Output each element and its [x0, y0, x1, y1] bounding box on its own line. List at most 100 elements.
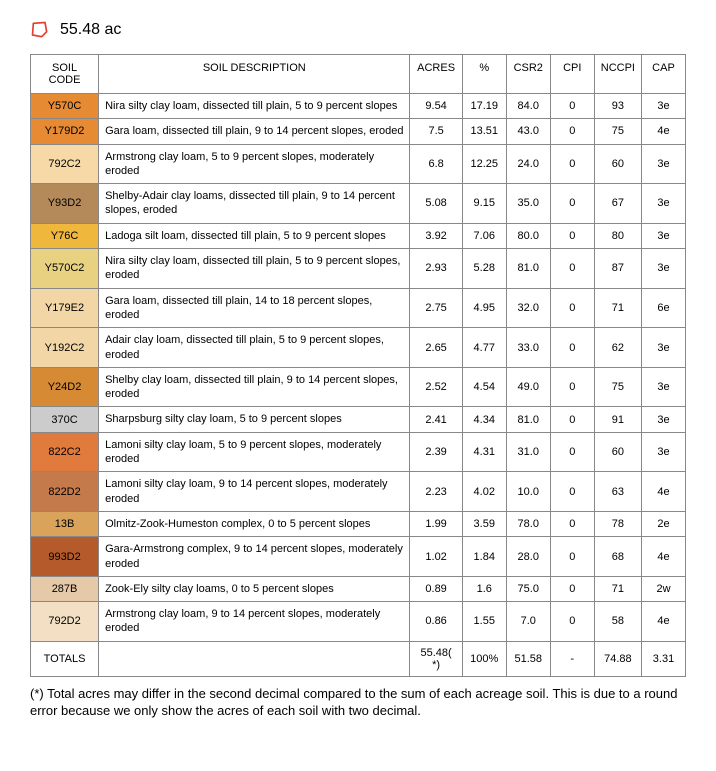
- cap-cell: 4e: [641, 472, 685, 512]
- acres-cell: 2.23: [410, 472, 462, 512]
- cpi-cell: 0: [550, 223, 594, 248]
- soil-code-cell: 13B: [31, 511, 99, 536]
- acres-cell: 2.93: [410, 249, 462, 289]
- nccpi-cell: 58: [594, 602, 641, 642]
- soil-code-cell: 993D2: [31, 537, 99, 577]
- soil-desc-cell: Shelby clay loam, dissected till plain, …: [99, 367, 410, 407]
- acres-cell: 2.39: [410, 432, 462, 472]
- cpi-cell: 0: [550, 288, 594, 328]
- csr2-cell: 24.0: [506, 144, 550, 184]
- csr2-cell: 33.0: [506, 328, 550, 368]
- pct-cell: 1.6: [462, 576, 506, 601]
- col-cpi: CPI: [550, 55, 594, 94]
- totals-pct: 100%: [462, 641, 506, 676]
- pct-cell: 17.19: [462, 94, 506, 119]
- soil-code-cell: 792C2: [31, 144, 99, 184]
- cpi-cell: 0: [550, 249, 594, 289]
- nccpi-cell: 75: [594, 367, 641, 407]
- table-row: 993D2Gara-Armstrong complex, 9 to 14 per…: [31, 537, 686, 577]
- table-row: Y570CNira silty clay loam, dissected til…: [31, 94, 686, 119]
- cpi-cell: 0: [550, 511, 594, 536]
- cpi-cell: 0: [550, 602, 594, 642]
- pct-cell: 9.15: [462, 184, 506, 224]
- acres-cell: 0.89: [410, 576, 462, 601]
- soil-desc-cell: Gara loam, dissected till plain, 14 to 1…: [99, 288, 410, 328]
- col-nccpi: NCCPI: [594, 55, 641, 94]
- acres-cell: 0.86: [410, 602, 462, 642]
- acres-cell: 3.92: [410, 223, 462, 248]
- cap-cell: 3e: [641, 94, 685, 119]
- csr2-cell: 31.0: [506, 432, 550, 472]
- soil-code-cell: Y76C: [31, 223, 99, 248]
- soil-desc-cell: Nira silty clay loam, dissected till pla…: [99, 94, 410, 119]
- col-csr2: CSR2: [506, 55, 550, 94]
- csr2-cell: 80.0: [506, 223, 550, 248]
- acres-cell: 2.52: [410, 367, 462, 407]
- cap-cell: 3e: [641, 144, 685, 184]
- table-row: Y76CLadoga silt loam, dissected till pla…: [31, 223, 686, 248]
- soil-code-cell: 822D2: [31, 472, 99, 512]
- pct-cell: 12.25: [462, 144, 506, 184]
- pct-cell: 4.54: [462, 367, 506, 407]
- pct-cell: 13.51: [462, 119, 506, 144]
- cap-cell: 4e: [641, 119, 685, 144]
- pct-cell: 7.06: [462, 223, 506, 248]
- soil-code-cell: Y24D2: [31, 367, 99, 407]
- soil-desc-cell: Gara-Armstrong complex, 9 to 14 percent …: [99, 537, 410, 577]
- soil-desc-cell: Ladoga silt loam, dissected till plain, …: [99, 223, 410, 248]
- acres-cell: 2.75: [410, 288, 462, 328]
- acres-cell: 7.5: [410, 119, 462, 144]
- nccpi-cell: 67: [594, 184, 641, 224]
- soil-desc-cell: Adair clay loam, dissected till plain, 5…: [99, 328, 410, 368]
- acreage-title: 55.48 ac: [60, 21, 121, 39]
- pct-cell: 4.34: [462, 407, 506, 432]
- soil-table: SOIL CODE SOIL DESCRIPTION ACRES % CSR2 …: [30, 54, 686, 677]
- csr2-cell: 84.0: [506, 94, 550, 119]
- col-acres: ACRES: [410, 55, 462, 94]
- soil-code-cell: Y570C: [31, 94, 99, 119]
- totals-desc: [99, 641, 410, 676]
- nccpi-cell: 75: [594, 119, 641, 144]
- col-pct: %: [462, 55, 506, 94]
- soil-code-cell: Y93D2: [31, 184, 99, 224]
- csr2-cell: 78.0: [506, 511, 550, 536]
- cpi-cell: 0: [550, 184, 594, 224]
- soil-desc-cell: Zook-Ely silty clay loams, 0 to 5 percen…: [99, 576, 410, 601]
- cap-cell: 3e: [641, 328, 685, 368]
- nccpi-cell: 60: [594, 432, 641, 472]
- cpi-cell: 0: [550, 119, 594, 144]
- csr2-cell: 7.0: [506, 602, 550, 642]
- csr2-cell: 81.0: [506, 407, 550, 432]
- cpi-cell: 0: [550, 472, 594, 512]
- table-row: Y192C2Adair clay loam, dissected till pl…: [31, 328, 686, 368]
- cpi-cell: 0: [550, 537, 594, 577]
- cpi-cell: 0: [550, 144, 594, 184]
- pct-cell: 3.59: [462, 511, 506, 536]
- nccpi-cell: 78: [594, 511, 641, 536]
- acres-cell: 1.02: [410, 537, 462, 577]
- acres-cell: 5.08: [410, 184, 462, 224]
- totals-cpi: -: [550, 641, 594, 676]
- acres-cell: 6.8: [410, 144, 462, 184]
- col-soil-desc: SOIL DESCRIPTION: [99, 55, 410, 94]
- soil-code-cell: Y192C2: [31, 328, 99, 368]
- soil-desc-cell: Lamoni silty clay loam, 5 to 9 percent s…: [99, 432, 410, 472]
- cap-cell: 6e: [641, 288, 685, 328]
- pct-cell: 4.31: [462, 432, 506, 472]
- nccpi-cell: 71: [594, 288, 641, 328]
- pct-cell: 4.02: [462, 472, 506, 512]
- pct-cell: 1.84: [462, 537, 506, 577]
- field-boundary-icon: [30, 20, 50, 40]
- cap-cell: 4e: [641, 537, 685, 577]
- csr2-cell: 43.0: [506, 119, 550, 144]
- table-row: Y570C2Nira silty clay loam, dissected ti…: [31, 249, 686, 289]
- col-soil-code: SOIL CODE: [31, 55, 99, 94]
- soil-code-cell: 287B: [31, 576, 99, 601]
- table-row: Y179D2Gara loam, dissected till plain, 9…: [31, 119, 686, 144]
- table-row: 792D2Armstrong clay loam, 9 to 14 percen…: [31, 602, 686, 642]
- totals-acres: 55.48( *): [410, 641, 462, 676]
- csr2-cell: 49.0: [506, 367, 550, 407]
- csr2-cell: 81.0: [506, 249, 550, 289]
- soil-code-cell: 822C2: [31, 432, 99, 472]
- cap-cell: 2w: [641, 576, 685, 601]
